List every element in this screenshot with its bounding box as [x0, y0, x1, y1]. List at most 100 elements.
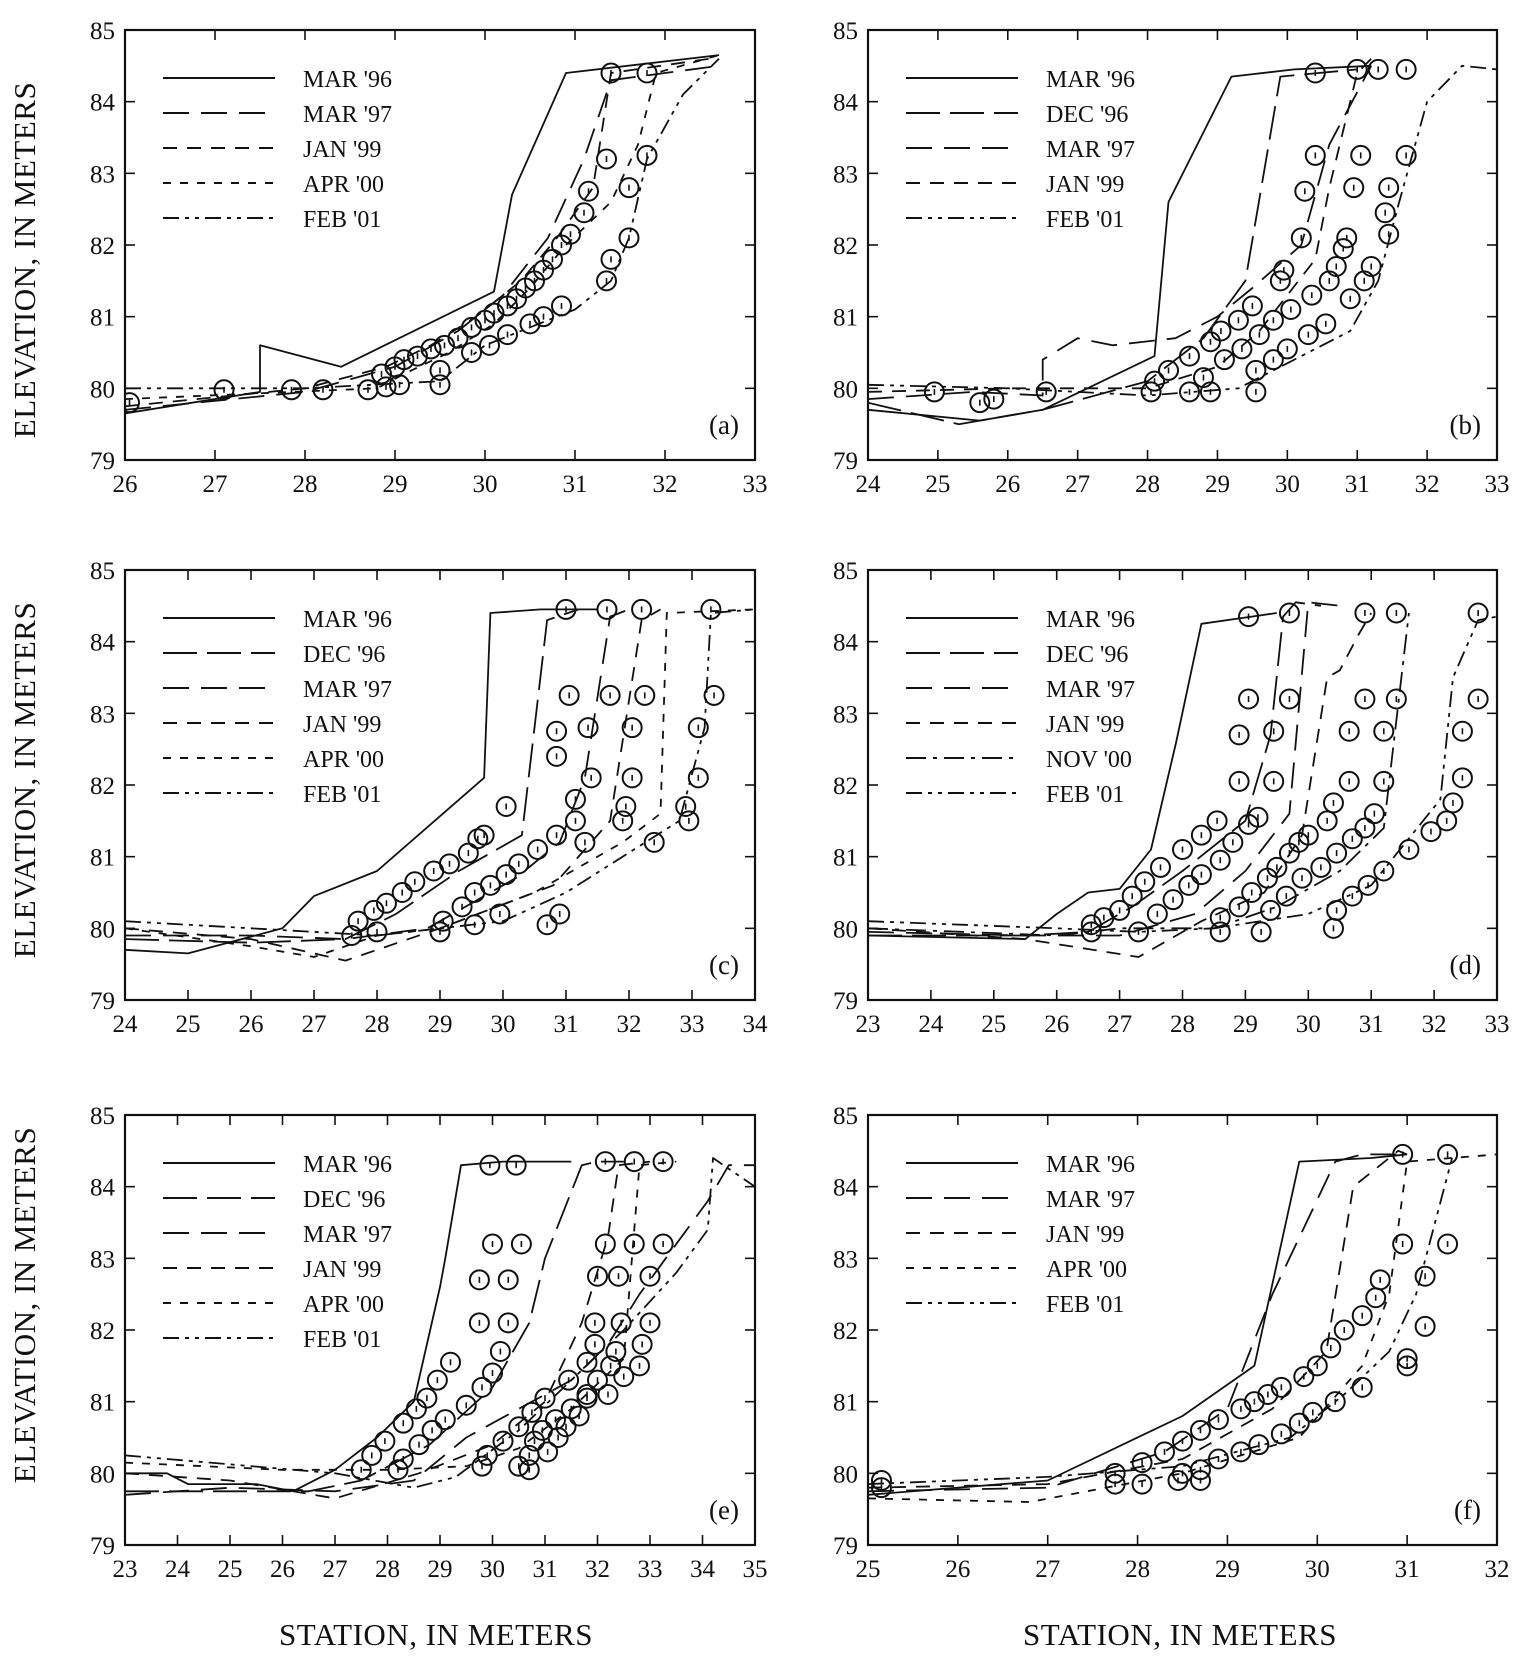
- survey-point-marker: [546, 720, 568, 742]
- survey-point-marker: [1437, 1143, 1459, 1165]
- survey-point-marker: [461, 316, 482, 338]
- survey-point-marker: [1353, 270, 1375, 292]
- survey-point-marker: [479, 1154, 501, 1176]
- survey-point-marker: [1131, 1473, 1153, 1495]
- survey-point-marker: [1213, 349, 1235, 371]
- chart-panel-3: 24 25 26 27 28 29 30 31 32 33 34 79 80 81 82 83 84 85 MAR …: [90, 558, 768, 1038]
- y-axis-title-middle: ELEVATION, IN METERS: [7, 602, 42, 958]
- x-tick-label: 23: [113, 1556, 138, 1583]
- x-tick-label: 26: [239, 1011, 264, 1038]
- survey-point-marker: [1373, 720, 1395, 742]
- chart-panel-4: 23 24 25 26 27 28 29 30 31 32 33 79 80 81 82 83 84 85 MAR …: [833, 558, 1510, 1038]
- legend-label: FEB '01: [1046, 782, 1124, 808]
- survey-point-marker: [597, 1384, 619, 1405]
- series-line-mar-96: [125, 608, 598, 955]
- survey-point-marker: [1354, 817, 1376, 839]
- survey-point-marker: [613, 1366, 635, 1388]
- survey-point-marker: [1297, 824, 1319, 846]
- series-line-feb-01: [868, 615, 1497, 933]
- survey-point-marker: [125, 392, 140, 414]
- survey-point-marker: [1378, 177, 1400, 199]
- survey-point-marker: [371, 363, 392, 385]
- legend-label: MAR '96: [1046, 607, 1135, 633]
- x-tick-label: 25: [218, 1556, 243, 1583]
- survey-point-marker: [393, 349, 415, 371]
- survey-point-marker: [497, 324, 518, 346]
- survey-point-marker: [1210, 320, 1232, 342]
- y-tick-label: 84: [833, 1175, 859, 1202]
- legend-label: FEB '01: [1046, 207, 1124, 233]
- survey-point-marker: [1192, 367, 1214, 389]
- x-tick-label: 33: [743, 471, 768, 498]
- y-tick-label: 79: [833, 448, 858, 475]
- series-group: [868, 58, 1497, 426]
- survey-point-marker: [1302, 1401, 1324, 1423]
- legend-label: APR '00: [303, 747, 384, 773]
- legend-label: MAR '96: [1046, 1152, 1135, 1178]
- series-line-mar-96: [868, 1153, 1408, 1496]
- survey-point-marker: [605, 1341, 627, 1362]
- survey-point-marker: [600, 62, 622, 84]
- survey-point-marker: [1206, 810, 1228, 832]
- survey-point-marker: [483, 302, 505, 324]
- survey-point-marker: [473, 824, 495, 846]
- series-line-apr-00: [125, 1160, 677, 1471]
- survey-point-marker: [1414, 1265, 1436, 1287]
- x-tick-label: 32: [1422, 1011, 1447, 1038]
- survey-point-marker: [1080, 914, 1102, 936]
- x-tick-label: 32: [617, 1011, 642, 1038]
- y-tick-label: 85: [90, 1103, 115, 1130]
- chart-panel-5: 23 24 25 26 27 28 29 30 31 32 33 34 35 79 80 81 82 83 84 85…: [90, 1103, 768, 1583]
- survey-point-marker: [551, 295, 572, 317]
- legend-label: MAR '96: [303, 607, 392, 633]
- survey-point-marker: [533, 306, 554, 328]
- survey-point-marker: [1189, 1419, 1211, 1441]
- survey-point-marker: [375, 892, 397, 914]
- survey-point-marker: [678, 810, 700, 832]
- x-tick-label: 31: [1395, 1556, 1420, 1583]
- survey-point-marker: [573, 202, 595, 224]
- survey-point-marker: [537, 1441, 559, 1463]
- marker-group: [870, 1143, 1459, 1499]
- survey-point-marker: [1121, 885, 1143, 907]
- survey-point-marker: [434, 334, 455, 356]
- survey-point-marker: [675, 796, 697, 817]
- survey-point-marker: [479, 334, 500, 356]
- survey-point-marker: [1263, 770, 1285, 792]
- x-tick-label: 24: [113, 1011, 139, 1038]
- survey-point-marker: [510, 1233, 532, 1255]
- marker-group: [125, 62, 658, 414]
- survey-point-marker: [1178, 345, 1200, 367]
- series-line-apr-00: [125, 54, 720, 400]
- survey-point-marker: [1247, 806, 1269, 828]
- x-tick-label: 33: [680, 1011, 705, 1038]
- survey-point-marker: [1172, 839, 1193, 860]
- y-tick-label: 82: [90, 233, 115, 260]
- survey-point-marker: [1228, 724, 1250, 746]
- x-tick-label: 29: [428, 1556, 453, 1583]
- survey-point-marker: [577, 717, 599, 739]
- x-tick-label: 33: [638, 1556, 663, 1583]
- survey-point-marker: [636, 62, 658, 84]
- x-tick-label: 35: [743, 1556, 768, 1583]
- y-tick-label: 82: [90, 773, 115, 800]
- series-line-dec-96: [868, 68, 1358, 426]
- survey-point-marker: [1269, 270, 1291, 292]
- survey-point-marker: [1140, 381, 1162, 403]
- legend-label: APR '00: [1046, 1257, 1127, 1283]
- x-tick-label: 27: [302, 1011, 327, 1038]
- legend-label: MAR '97: [1046, 137, 1135, 163]
- legend-label: MAR '97: [1046, 677, 1135, 703]
- survey-point-marker: [1451, 720, 1473, 742]
- survey-point-marker: [1367, 58, 1389, 80]
- survey-point-marker: [1222, 831, 1244, 853]
- series-line-mar-97: [868, 1153, 1408, 1493]
- y-axis-title-top: ELEVATION, IN METERS: [7, 82, 42, 438]
- series-line-feb-01: [125, 1157, 755, 1489]
- survey-point-marker: [596, 270, 617, 292]
- legend-label: DEC '96: [1046, 642, 1128, 668]
- survey-point-marker: [508, 1455, 530, 1477]
- y-tick-label: 82: [833, 773, 858, 800]
- survey-point-marker: [1392, 1143, 1414, 1165]
- survey-point-marker: [1178, 381, 1200, 403]
